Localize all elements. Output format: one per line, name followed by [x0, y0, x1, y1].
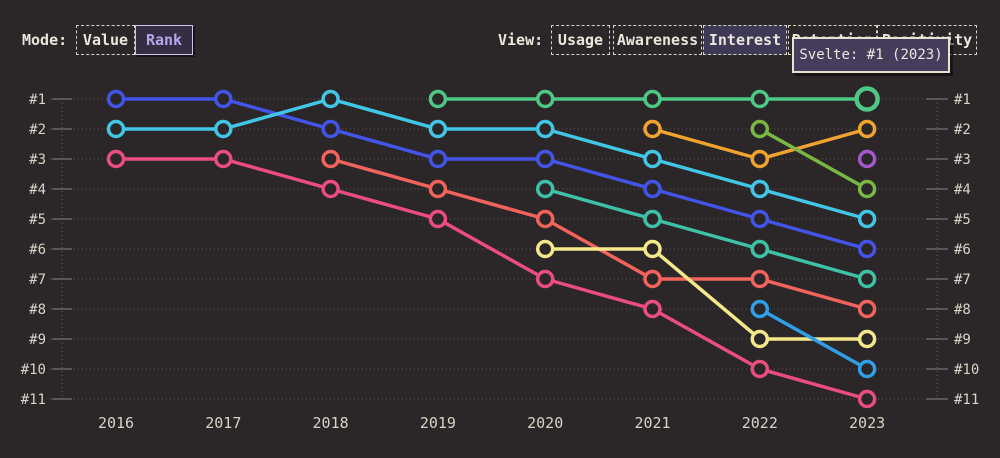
marker-lightblue-2023[interactable] [857, 359, 877, 379]
marker-blue-2023[interactable] [857, 239, 877, 259]
series-line-salmon [328, 157, 869, 311]
marker-pink-2019[interactable] [428, 209, 448, 229]
marker-salmon-2019[interactable] [428, 179, 448, 199]
series-line-lightblue [758, 307, 869, 371]
year-label-2023: 2023 [849, 414, 885, 432]
mode-label: Mode: [22, 31, 68, 49]
marker-salmon-2023[interactable] [857, 299, 877, 319]
series-line-pink [114, 157, 869, 401]
marker-cyan-2016[interactable] [106, 119, 126, 139]
marker-salmon-2021[interactable] [643, 269, 662, 289]
year-label-2020: 2020 [527, 414, 563, 432]
marker-teal-2020[interactable] [535, 179, 555, 199]
marker-pink-2017[interactable] [214, 149, 233, 169]
rank-label-left-4: #4 [29, 182, 46, 198]
series-line-olive [758, 127, 869, 191]
rank-label-right-4: #4 [954, 182, 971, 198]
series-line-yellow [543, 247, 869, 341]
rank-label-right-9: #9 [954, 332, 971, 348]
rank-label-right-5: #5 [954, 212, 971, 228]
rank-label-left-5: #5 [29, 212, 46, 228]
marker-yellow-2023[interactable] [857, 329, 877, 349]
series-line-cyan [114, 97, 869, 221]
marker-blue-2017[interactable] [214, 89, 233, 109]
rank-label-left-3: #3 [29, 152, 46, 168]
marker-Svelte-2020[interactable] [535, 89, 555, 109]
marker-blue-2016[interactable] [106, 89, 126, 109]
marker-blue-2019[interactable] [428, 149, 448, 169]
marker-pink-2020[interactable] [535, 269, 555, 289]
rank-label-right-6: #6 [954, 242, 971, 258]
rank-label-right-7: #7 [954, 272, 971, 288]
marker-cyan-2020[interactable] [535, 119, 555, 139]
rank-label-left-9: #9 [29, 332, 46, 348]
rank-label-left-7: #7 [29, 272, 46, 288]
marker-blue-2020[interactable] [535, 149, 555, 169]
marker-blue-2018[interactable] [321, 119, 340, 139]
marker-yellow-2022[interactable] [750, 329, 770, 349]
marker-cyan-2022[interactable] [750, 179, 770, 199]
marker-lightblue-2022[interactable] [750, 299, 770, 319]
marker-orange-2022[interactable] [750, 149, 770, 169]
year-label-2022: 2022 [742, 414, 778, 432]
rank-label-right-11: #11 [954, 392, 979, 408]
marker-cyan-2021[interactable] [643, 149, 662, 169]
rank-label-left-10: #10 [21, 362, 46, 378]
year-label-2019: 2019 [420, 414, 456, 432]
marker-cyan-2017[interactable] [214, 119, 233, 139]
mode-button-value[interactable]: Value [76, 25, 135, 55]
view-button-interest[interactable]: Interest [703, 25, 787, 55]
series-line-orange [650, 127, 869, 161]
rank-label-left-2: #2 [29, 122, 46, 138]
view-button-awareness[interactable]: Awareness [613, 25, 702, 55]
marker-pink-2023[interactable] [857, 389, 877, 409]
marker-Svelte-2023[interactable] [854, 86, 880, 112]
year-label-2021: 2021 [634, 414, 670, 432]
marker-Svelte-2021[interactable] [643, 89, 662, 109]
marker-olive-2022[interactable] [750, 119, 770, 139]
marker-pink-2021[interactable] [643, 299, 662, 319]
marker-salmon-2018[interactable] [321, 149, 340, 169]
marker-cyan-2019[interactable] [428, 119, 448, 139]
marker-teal-2022[interactable] [750, 239, 770, 259]
rank-label-right-10: #10 [954, 362, 979, 378]
year-label-2016: 2016 [98, 414, 134, 432]
marker-blue-2022[interactable] [750, 209, 770, 229]
series-line-blue [114, 97, 869, 251]
marker-Svelte-2022[interactable] [750, 89, 770, 109]
rank-label-right-8: #8 [954, 302, 971, 318]
marker-cyan-2018[interactable] [321, 89, 340, 109]
marker-cyan-2023[interactable] [857, 209, 877, 229]
marker-pink-2018[interactable] [321, 179, 340, 199]
rank-label-right-1: #1 [954, 92, 971, 108]
rank-label-left-8: #8 [29, 302, 46, 318]
year-label-2017: 2017 [205, 414, 241, 432]
marker-orange-2023[interactable] [857, 119, 877, 139]
marker-salmon-2022[interactable] [750, 269, 770, 289]
marker-purple-2023[interactable] [857, 149, 877, 169]
view-button-usage[interactable]: Usage [551, 25, 610, 55]
series-line-teal [543, 187, 869, 281]
marker-teal-2023[interactable] [857, 269, 877, 289]
rank-label-right-3: #3 [954, 152, 971, 168]
marker-orange-2021[interactable] [643, 119, 662, 139]
tooltip: Svelte: #1 (2023) [792, 37, 950, 73]
view-label: View: [498, 31, 544, 49]
marker-teal-2021[interactable] [643, 209, 662, 229]
marker-Svelte-2019[interactable] [428, 89, 448, 109]
marker-salmon-2020[interactable] [535, 209, 555, 229]
marker-pink-2016[interactable] [106, 149, 126, 169]
marker-yellow-2020[interactable] [535, 239, 555, 259]
marker-yellow-2021[interactable] [643, 239, 662, 259]
rank-label-left-6: #6 [29, 242, 46, 258]
mode-button-rank[interactable]: Rank [135, 25, 193, 55]
year-label-2018: 2018 [313, 414, 349, 432]
rank-label-right-2: #2 [954, 122, 971, 138]
rank-label-left-11: #11 [21, 392, 46, 408]
rank-label-left-1: #1 [29, 92, 46, 108]
marker-blue-2021[interactable] [643, 179, 662, 199]
marker-pink-2022[interactable] [750, 359, 770, 379]
marker-olive-2023[interactable] [857, 179, 877, 199]
